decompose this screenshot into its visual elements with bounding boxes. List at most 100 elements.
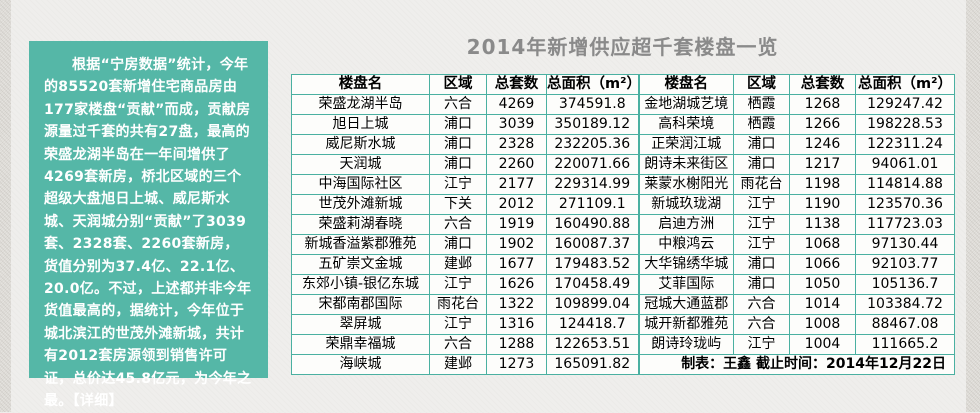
table-cell-area: 103384.72 xyxy=(855,294,955,315)
table-cell-units: 1902 xyxy=(486,234,547,255)
table-cell-area: 88467.08 xyxy=(855,314,955,335)
column-header: 总面积（m²） xyxy=(546,74,639,95)
table-row: 新城香溢紫郡雅苑 浦口 1902 160087.37 中粮鸿云 江宁 1068 97130.4… xyxy=(291,234,955,255)
table-cell-units: 2260 xyxy=(486,154,547,175)
table-cell-units: 2012 xyxy=(486,194,547,215)
table-cell-name: 新城香溢紫郡雅苑 xyxy=(291,234,430,255)
page-title: 2014年新增供应超千套楼盘一览 xyxy=(466,35,779,59)
table-cell-units: 1066 xyxy=(789,254,856,275)
column-header: 区域 xyxy=(733,74,790,95)
table-cell-units: 1626 xyxy=(486,274,547,295)
column-header: 总套数 xyxy=(486,74,547,95)
table-cell-district: 六合 xyxy=(429,214,487,235)
table-cell-district: 浦口 xyxy=(733,134,790,155)
table-cell-area: 105136.7 xyxy=(855,274,955,295)
table-cell-district: 江宁 xyxy=(733,334,790,355)
table-cell-units: 1268 xyxy=(789,94,856,115)
table-cell-district: 六合 xyxy=(733,294,790,315)
summary-text-body: 根据“宁房数据”统计，今年的85520套新增住宅商品房由177家楼盘“贡献”而成… xyxy=(44,57,252,410)
summary-text: 根据“宁房数据”统计，今年的85520套新增住宅商品房由177家楼盘“贡献”而成… xyxy=(44,54,253,413)
table-cell-area: 124418.7 xyxy=(546,314,639,335)
table-cell-name: 东郊小镇-银亿东城 xyxy=(291,274,430,295)
table-cell-area: 122653.51 xyxy=(546,334,639,355)
table-cell-district: 江宁 xyxy=(733,194,790,215)
table-cell-area: 179483.52 xyxy=(546,254,639,275)
table-cell-name: 中海国际社区 xyxy=(291,174,430,195)
table-cell-name: 启迪方洲 xyxy=(637,214,734,235)
table-cell-district: 六合 xyxy=(733,314,790,335)
table-cell-name: 荣鼎幸福城 xyxy=(291,334,430,355)
table-cell-area: 117723.03 xyxy=(855,214,955,235)
table-cell-district: 栖霞 xyxy=(733,94,790,115)
table-row: 世茂外滩新城 下关 2012 271109.1 新城玖珑湖 江宁 1190 123570.36 xyxy=(291,194,955,215)
table-cell-units: 1198 xyxy=(789,174,856,195)
table-cell-area: 111665.2 xyxy=(855,334,955,355)
table-row: 威尼斯水城 浦口 2328 232205.36 正荣润江城 浦口 1246 122311.24 xyxy=(291,134,955,155)
table-cell-area: 271109.1 xyxy=(546,194,639,215)
table-cell-units: 1246 xyxy=(789,134,856,155)
table-cell-district: 栖霞 xyxy=(733,114,790,135)
table-cell-units: 1273 xyxy=(486,354,547,375)
table-cell-area: 165091.82 xyxy=(546,354,639,375)
table-cell-name: 荣盛龙湖半岛 xyxy=(291,94,430,115)
supply-table-body: 荣盛龙湖半岛 六合 4269 374591.8 金地湖城艺境 栖霞 1268 129247.4… xyxy=(291,94,955,375)
column-header: 楼盘名 xyxy=(637,74,734,95)
table-cell-units: 1008 xyxy=(789,314,856,335)
table-cell-area: 92103.77 xyxy=(855,254,955,275)
table-cell-area: 97130.44 xyxy=(855,234,955,255)
table-cell-district: 雨花台 xyxy=(429,294,487,315)
table-cell-district: 建邺 xyxy=(429,354,487,375)
table-cell-units: 1004 xyxy=(789,334,856,355)
table-cell-units: 1217 xyxy=(789,154,856,175)
table-cell-name: 宋都南郡国际 xyxy=(291,294,430,315)
table-row: 荣盛龙湖半岛 六合 4269 374591.8 金地湖城艺境 栖霞 1268 129247.4… xyxy=(291,94,955,115)
table-cell-district: 浦口 xyxy=(733,274,790,295)
table-cell-name: 翠屏城 xyxy=(291,314,430,335)
table-row: 五矿崇文金城 建邺 1677 179483.52 大华锦绣华城 浦口 1066 92103.7… xyxy=(291,254,955,275)
table-cell-area: 160490.88 xyxy=(546,214,639,235)
table-cell-name: 天润城 xyxy=(291,154,430,175)
table-cell-units: 4269 xyxy=(486,94,547,115)
table-cell-name: 金地湖城艺境 xyxy=(637,94,734,115)
table-cell-area: 129247.42 xyxy=(855,94,955,115)
table-cell-name: 旭日上城 xyxy=(291,114,430,135)
table-cell-area: 123570.36 xyxy=(855,194,955,215)
table-cell-units: 1677 xyxy=(486,254,547,275)
table-row: 旭日上城 浦口 3039 350189.12 高科荣境 栖霞 1266 198228.53 xyxy=(291,114,955,135)
table-cell-district: 六合 xyxy=(429,94,487,115)
table-cell-area: 94061.01 xyxy=(855,154,955,175)
table-cell-area: 374591.8 xyxy=(546,94,639,115)
table-cell-district: 下关 xyxy=(429,194,487,215)
table-cell-units: 1266 xyxy=(789,114,856,135)
table-cell-units: 1190 xyxy=(789,194,856,215)
table-cell-units: 1322 xyxy=(486,294,547,315)
table-header-row: 楼盘名 区域 总套数 总面积（m²） 楼盘名 区域 总套数 总面积（m²） xyxy=(291,74,955,95)
table-row: 中海国际社区 江宁 2177 229314.99 莱蒙水榭阳光 雨花台 1198 114814… xyxy=(291,174,955,195)
table-cell-units: 1014 xyxy=(789,294,856,315)
table-cell-units: 3039 xyxy=(486,114,547,135)
table-cell-name: 高科荣境 xyxy=(637,114,734,135)
table-cell-district: 浦口 xyxy=(429,154,487,175)
table-cell-district: 浦口 xyxy=(429,114,487,135)
table-cell-units: 2328 xyxy=(486,134,547,155)
table-row: 荣盛莉湖春晓 六合 1919 160490.88 启迪方洲 江宁 1138 117723.03 xyxy=(291,214,955,235)
detail-link[interactable]: 【详细】 xyxy=(72,393,123,410)
table-row: 荣鼎幸福城 六合 1288 122653.51 朗诗玲珑屿 江宁 1004 111665.2 xyxy=(291,334,955,355)
table-cell-district: 江宁 xyxy=(429,274,487,295)
table-cell-area: 109899.04 xyxy=(546,294,639,315)
table-cell-district: 浦口 xyxy=(733,154,790,175)
table-cell-district: 江宁 xyxy=(429,314,487,335)
table-cell-district: 建邺 xyxy=(429,254,487,275)
table-cell-area: 170458.49 xyxy=(546,274,639,295)
table-cell-area: 232205.36 xyxy=(546,134,639,155)
supply-table: 楼盘名 区域 总套数 总面积（m²） 楼盘名 区域 总套数 总面积（m²） 荣盛龙湖半岛 六合 4… xyxy=(291,74,955,375)
table-cell-name: 威尼斯水城 xyxy=(291,134,430,155)
table-cell-name: 朗诗玲珑屿 xyxy=(637,334,734,355)
table-cell-units: 2177 xyxy=(486,174,547,195)
table-cell-district: 雨花台 xyxy=(733,174,790,195)
table-row: 东郊小镇-银亿东城 江宁 1626 170458.49 艾菲国际 浦口 1050 105136… xyxy=(291,274,955,295)
table-row: 宋都南郡国际 雨花台 1322 109899.04 冠城大通蓝郡 六合 1014 103384… xyxy=(291,294,955,315)
column-header: 总套数 xyxy=(789,74,856,95)
table-cell-name: 世茂外滩新城 xyxy=(291,194,430,215)
column-header: 总面积（m²） xyxy=(855,74,955,95)
